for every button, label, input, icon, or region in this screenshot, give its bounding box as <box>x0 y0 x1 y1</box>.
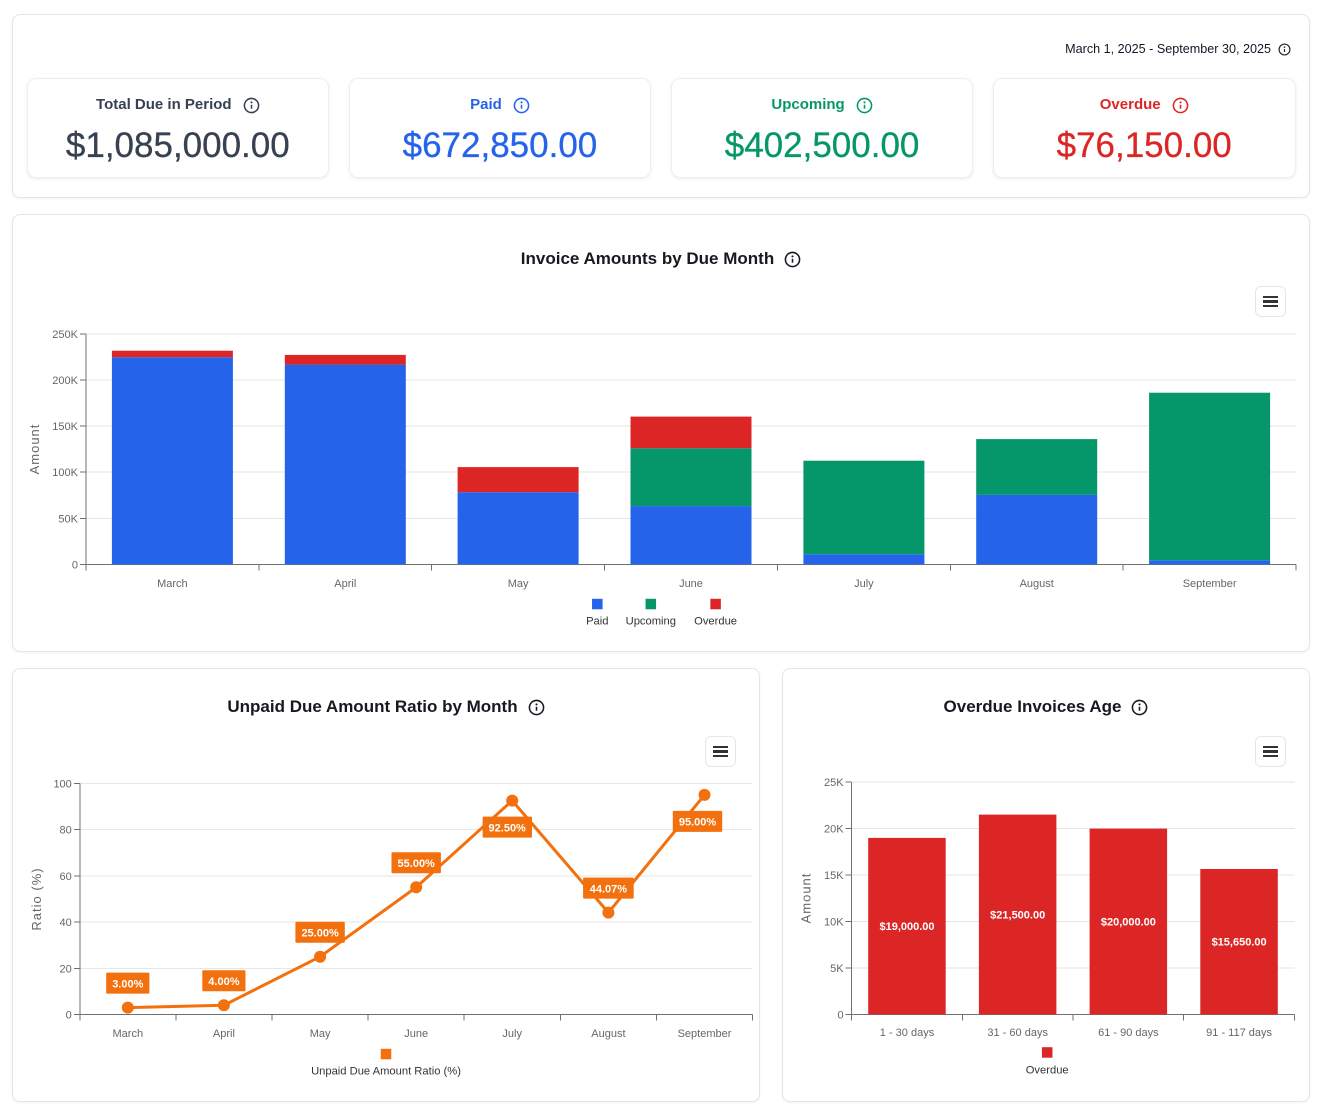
svg-text:92.50%: 92.50% <box>489 822 527 834</box>
svg-text:April: April <box>213 1028 235 1040</box>
svg-text:20K: 20K <box>824 824 844 836</box>
svg-text:0: 0 <box>66 1010 72 1022</box>
svg-text:May: May <box>508 578 529 590</box>
svg-text:$20,000.00: $20,000.00 <box>1101 917 1156 929</box>
svg-text:44.07%: 44.07% <box>590 883 628 895</box>
svg-text:25.00%: 25.00% <box>301 927 339 939</box>
svg-text:0: 0 <box>837 1009 843 1021</box>
svg-text:200K: 200K <box>52 375 78 387</box>
svg-text:August: August <box>1020 578 1054 590</box>
svg-text:April: April <box>334 578 356 590</box>
svg-text:Paid: Paid <box>586 615 608 627</box>
svg-text:5K: 5K <box>830 963 844 975</box>
svg-text:0: 0 <box>72 559 78 571</box>
svg-text:Overdue: Overdue <box>694 615 737 627</box>
svg-text:Upcoming: Upcoming <box>626 615 676 627</box>
svg-text:May: May <box>310 1028 331 1040</box>
svg-text:June: June <box>679 578 703 590</box>
svg-text:1 - 30 days: 1 - 30 days <box>880 1027 935 1039</box>
svg-text:Amount: Amount <box>27 424 42 475</box>
svg-text:Amount: Amount <box>799 873 814 924</box>
svg-text:Unpaid Due Amount Ratio (%): Unpaid Due Amount Ratio (%) <box>311 1066 461 1078</box>
svg-text:150K: 150K <box>52 421 78 433</box>
svg-text:50K: 50K <box>58 513 78 525</box>
svg-text:March: March <box>113 1028 144 1040</box>
svg-text:August: August <box>591 1028 625 1040</box>
svg-text:20: 20 <box>60 963 72 975</box>
svg-text:250K: 250K <box>52 329 78 341</box>
svg-text:$21,500.00: $21,500.00 <box>990 910 1045 922</box>
svg-text:July: July <box>854 578 874 590</box>
svg-text:June: June <box>404 1028 428 1040</box>
svg-text:Ratio (%): Ratio (%) <box>29 867 44 930</box>
svg-text:80: 80 <box>60 825 72 837</box>
svg-text:July: July <box>502 1028 522 1040</box>
svg-text:10K: 10K <box>824 917 844 929</box>
svg-text:31 - 60 days: 31 - 60 days <box>987 1027 1048 1039</box>
svg-text:$19,000.00: $19,000.00 <box>879 921 934 933</box>
svg-text:95.00%: 95.00% <box>679 817 717 829</box>
svg-text:September: September <box>1183 578 1237 590</box>
svg-text:$15,650.00: $15,650.00 <box>1212 937 1267 949</box>
svg-text:September: September <box>678 1028 732 1040</box>
svg-text:25K: 25K <box>824 777 844 789</box>
svg-text:3.00%: 3.00% <box>112 978 143 990</box>
svg-text:61 - 90 days: 61 - 90 days <box>1098 1027 1159 1039</box>
svg-text:60: 60 <box>60 871 72 883</box>
svg-text:55.00%: 55.00% <box>398 858 436 870</box>
svg-text:100K: 100K <box>52 467 78 479</box>
svg-text:100: 100 <box>53 778 71 790</box>
svg-text:March: March <box>157 578 188 590</box>
svg-text:Overdue: Overdue <box>1026 1065 1069 1077</box>
svg-text:91 - 117 days: 91 - 117 days <box>1206 1027 1272 1039</box>
svg-text:4.00%: 4.00% <box>208 976 239 988</box>
svg-text:40: 40 <box>60 917 72 929</box>
svg-text:15K: 15K <box>824 870 844 882</box>
